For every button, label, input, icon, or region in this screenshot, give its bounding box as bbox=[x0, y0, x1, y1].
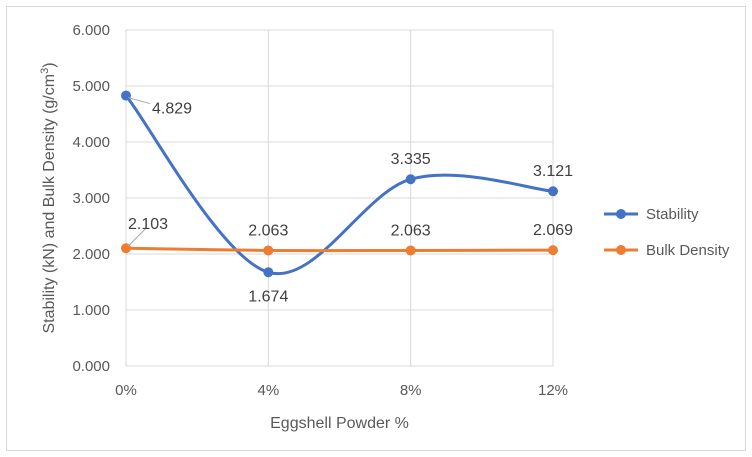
y-tick-label: 2.000 bbox=[72, 246, 110, 263]
stability-data-label: 3.335 bbox=[391, 151, 431, 168]
legend-bulk-density-marker bbox=[616, 245, 626, 255]
y-tick-label: 3.000 bbox=[72, 190, 110, 207]
gridlines bbox=[125, 29, 554, 367]
y-tick-label: 6.000 bbox=[72, 22, 110, 39]
stability-point bbox=[548, 186, 558, 197]
bulk-density-data-label: 2.103 bbox=[128, 216, 168, 233]
legend-bulk-density-label: Bulk Density bbox=[646, 242, 730, 259]
bulk-density-leader-line bbox=[127, 227, 147, 247]
y-tick-label: 5.000 bbox=[72, 78, 110, 95]
stability-data-label: 1.674 bbox=[248, 288, 288, 305]
legend: Stability Bulk Density bbox=[604, 206, 730, 259]
stability-data-label: 3.121 bbox=[533, 163, 573, 180]
legend-stability-label: Stability bbox=[646, 206, 699, 223]
x-tick-label: 12% bbox=[538, 382, 568, 399]
axes: 0.000 1.000 2.000 3.000 4.000 5.000 6.000 0% 4% 8… bbox=[72, 22, 568, 399]
stability-data-label: 4.829 bbox=[152, 101, 192, 118]
legend-stability-marker bbox=[616, 209, 626, 219]
y-axis-title-superscript: 3 bbox=[39, 68, 51, 74]
chart-frame bbox=[6, 6, 746, 451]
y-tick-label: 0.000 bbox=[72, 358, 110, 375]
data-labels: 4.829 1.674 3.335 3.121 2.103 2.063 2.063 2.069 bbox=[127, 97, 573, 305]
stability-leader-line bbox=[127, 97, 151, 105]
series bbox=[121, 90, 558, 278]
x-axis-title: Eggshell Powder % bbox=[270, 415, 409, 432]
x-tick-label: 8% bbox=[400, 382, 422, 399]
stability-point bbox=[405, 174, 416, 185]
bulk-density-data-label: 2.069 bbox=[533, 222, 573, 239]
stability-point bbox=[263, 267, 274, 278]
y-axis-title: Stability (kN) and Bulk Density (g/cm3) bbox=[39, 62, 58, 333]
x-tick-label: 0% bbox=[115, 382, 137, 399]
stability-point bbox=[121, 90, 131, 101]
stability-line bbox=[124, 94, 555, 276]
y-tick-label: 1.000 bbox=[72, 302, 110, 319]
y-tick-label: 4.000 bbox=[72, 134, 110, 151]
bulk-density-point bbox=[405, 245, 416, 256]
bulk-density-point bbox=[263, 245, 274, 256]
y-axis-title-close: ) bbox=[41, 62, 58, 67]
bulk-density-data-label: 2.063 bbox=[391, 222, 431, 239]
bulk-density-point bbox=[548, 245, 558, 256]
bulk-density-data-label: 2.063 bbox=[248, 222, 288, 239]
bulk-density-line bbox=[124, 246, 555, 253]
x-tick-label: 4% bbox=[257, 382, 279, 399]
